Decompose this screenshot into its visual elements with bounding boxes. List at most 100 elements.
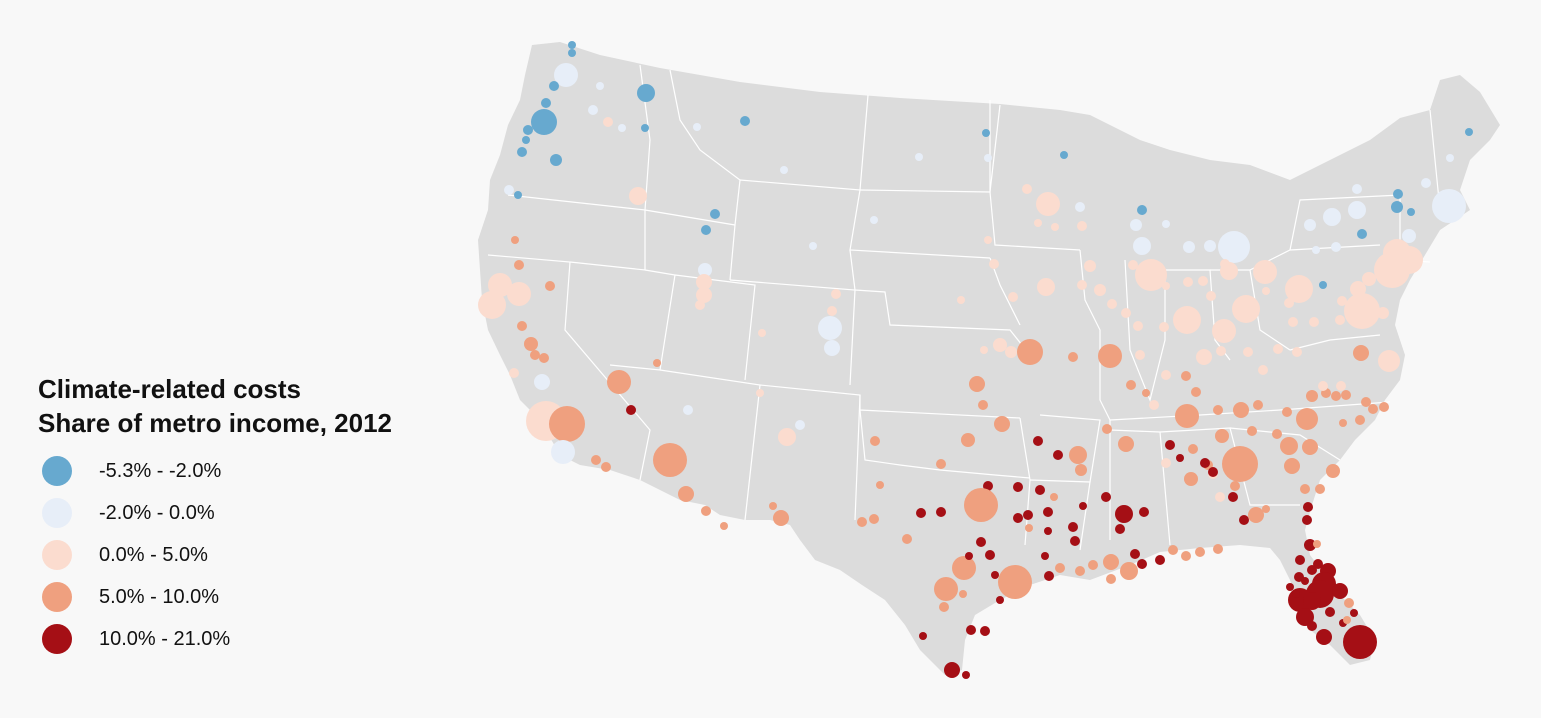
metro-dot — [1137, 205, 1147, 215]
metro-dot — [1155, 555, 1165, 565]
legend-item: 0.0% - 5.0% — [38, 534, 478, 576]
metro-dot — [1315, 484, 1325, 494]
legend-label: -2.0% - 0.0% — [99, 501, 215, 524]
metro-dot — [1088, 560, 1098, 570]
metro-dot — [959, 590, 967, 598]
metro-dot — [568, 41, 576, 49]
metro-dot — [1181, 551, 1191, 561]
metro-dot — [1128, 260, 1138, 270]
metro-dot — [1013, 513, 1023, 523]
metro-dot — [695, 300, 705, 310]
legend-swatch — [42, 624, 72, 654]
metro-dot — [1204, 240, 1216, 252]
metro-dot — [1175, 404, 1199, 428]
metro-dot — [1307, 621, 1317, 631]
metro-dot — [1284, 298, 1294, 308]
metro-dot — [1222, 446, 1258, 482]
metro-dot — [1365, 296, 1375, 306]
metro-dot — [876, 481, 884, 489]
metro-dot — [957, 296, 965, 304]
legend-label: 10.0% - 21.0% — [99, 627, 231, 650]
metro-dot — [530, 350, 540, 360]
metro-dot — [509, 368, 519, 378]
metro-dot — [952, 556, 976, 580]
metro-dot — [1068, 522, 1078, 532]
metro-dot — [514, 260, 524, 270]
metro-dot — [984, 154, 992, 162]
metro-dot — [1196, 349, 1212, 365]
metro-dot — [701, 225, 711, 235]
metro-dot — [1302, 515, 1312, 525]
metro-dot — [1101, 492, 1111, 502]
metro-dot — [1118, 436, 1134, 452]
metro-dot — [831, 289, 841, 299]
metro-dot — [939, 602, 949, 612]
metro-dot — [710, 209, 720, 219]
metro-dot — [1341, 390, 1351, 400]
metro-dot — [1391, 201, 1403, 213]
metro-dot — [1379, 402, 1389, 412]
metro-dot — [1292, 590, 1300, 598]
state-borders — [487, 64, 1441, 551]
metro-dot — [1133, 237, 1151, 255]
metro-dot — [678, 486, 694, 502]
metro-dot — [1013, 482, 1023, 492]
legend-swatch — [42, 456, 72, 486]
metro-dot — [1302, 439, 1318, 455]
metro-dot — [1022, 184, 1032, 194]
metro-dot — [1106, 574, 1116, 584]
metro-dot — [1025, 524, 1033, 532]
metro-dot — [778, 428, 796, 446]
metro-dot — [1035, 485, 1045, 495]
metro-dot — [1393, 189, 1403, 199]
metro-dot — [1306, 390, 1318, 402]
metro-dot — [1103, 554, 1119, 570]
metro-dot — [1135, 350, 1145, 360]
legend-item: 10.0% - 21.0% — [38, 618, 478, 660]
metro-dot — [1008, 292, 1018, 302]
metro-dot — [1135, 259, 1167, 291]
metro-dot — [522, 136, 530, 144]
metro-dot — [1206, 291, 1216, 301]
metro-dot — [1149, 400, 1159, 410]
metro-dot — [541, 98, 551, 108]
metro-dot — [1337, 296, 1347, 306]
metro-dot — [517, 147, 527, 157]
metro-dot — [1133, 321, 1143, 331]
metro-dot — [936, 459, 946, 469]
metro-dot — [983, 481, 993, 491]
metro-dot — [870, 436, 880, 446]
metro-dot — [514, 191, 522, 199]
metro-dot — [780, 166, 788, 174]
metro-dot — [507, 282, 531, 306]
metro-dot — [549, 406, 585, 442]
metro-dot — [1348, 201, 1366, 219]
metro-dot — [1325, 607, 1335, 617]
metro-dot — [1220, 262, 1238, 280]
metro-dot — [978, 400, 988, 410]
metro-dot — [1216, 346, 1226, 356]
metro-dot — [769, 502, 777, 510]
metro-dot — [980, 626, 990, 636]
metro-dot — [1292, 347, 1302, 357]
metro-dot — [637, 84, 655, 102]
metro-dot — [1343, 625, 1377, 659]
metro-dot — [795, 420, 805, 430]
metro-dot — [1161, 458, 1171, 468]
metro-dot — [1355, 415, 1365, 425]
legend-swatch — [42, 498, 72, 528]
metro-dot — [1044, 527, 1052, 535]
metro-dot — [1432, 189, 1466, 223]
metro-dot — [969, 376, 985, 392]
metro-dot — [1213, 405, 1223, 415]
metro-dot — [618, 124, 626, 132]
metro-dot — [976, 537, 986, 547]
metro-dot — [1304, 539, 1316, 551]
metro-dot — [629, 187, 647, 205]
metro-dot — [1188, 444, 1198, 454]
metro-dot — [1353, 345, 1369, 361]
metro-dot — [1208, 467, 1218, 477]
metro-dot — [1465, 128, 1473, 136]
metro-dot — [1033, 436, 1043, 446]
metro-dot — [1191, 387, 1201, 397]
